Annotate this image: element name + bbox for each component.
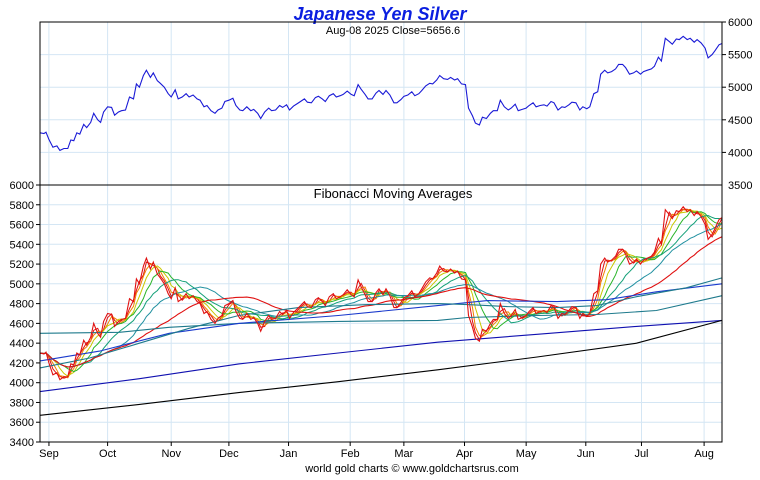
fib-slow-ma-line <box>39 319 723 393</box>
x-tick-label: Aug <box>694 448 714 460</box>
x-tick-label: Jul <box>634 448 648 460</box>
fib-slow-ma-line <box>39 283 723 362</box>
fib-fast-ma-line <box>39 209 723 377</box>
chart-title: Japanese Yen Silver <box>293 4 467 24</box>
lower-y-tick-label: 5200 <box>10 259 34 271</box>
x-tick-label: Mar <box>394 448 413 460</box>
fib-fast-ma-line <box>39 208 723 379</box>
price-line-lower <box>39 205 723 381</box>
x-tick-label: Dec <box>219 448 239 460</box>
fib-fast-ma-line <box>39 211 723 373</box>
upper-y-tick-label: 4500 <box>728 115 752 127</box>
lower-y-tick-label: 3400 <box>10 437 34 449</box>
price-line-upper <box>39 35 723 152</box>
x-tick-label: Sep <box>39 448 59 460</box>
upper-y-tick-label: 3500 <box>728 180 752 192</box>
upper-y-tick-label: 5000 <box>728 82 752 94</box>
fib-ma-line <box>39 236 723 368</box>
upper-y-tick-label: 4000 <box>728 147 752 159</box>
lower-y-tick-label: 4800 <box>10 299 34 311</box>
lower-y-tick-label: 5000 <box>10 279 34 291</box>
upper-y-tick-label: 5500 <box>728 50 752 62</box>
x-tick-label: Jun <box>577 448 595 460</box>
fib-fast-ma-line <box>39 214 723 368</box>
lower-y-tick-label: 3600 <box>10 417 34 429</box>
lower-y-tick-label: 4600 <box>10 318 34 330</box>
plot-frame <box>39 21 723 443</box>
x-tick-label: May <box>516 448 537 460</box>
lower-y-tick-label: 6000 <box>10 180 34 192</box>
lower-y-tick-label: 5400 <box>10 239 34 251</box>
grid-lines <box>40 21 722 443</box>
chart-subtitle: Aug-08 2025 Close=5656.6 <box>326 25 460 37</box>
x-tick-label: Feb <box>341 448 360 460</box>
x-tick-label: Nov <box>161 448 181 460</box>
lower-y-tick-label: 5600 <box>10 220 34 232</box>
fib-slow-ma-line <box>39 319 723 416</box>
lower-panel-title: Fibonacci Moving Averages <box>314 186 473 201</box>
footer-credit: world gold charts © www.goldchartsrus.co… <box>304 463 519 475</box>
x-tick-label: Oct <box>99 448 116 460</box>
fib-slow-ma-line <box>39 295 723 334</box>
x-tick-label: Apr <box>456 448 473 460</box>
x-tick-label: Jan <box>280 448 298 460</box>
lower-y-tick-label: 4200 <box>10 358 34 370</box>
lower-y-tick-label: 4400 <box>10 338 34 350</box>
fib-slow-ma-line <box>39 277 723 369</box>
lower-y-tick-label: 3800 <box>10 397 34 409</box>
lower-y-tick-label: 4000 <box>10 378 34 390</box>
upper-y-tick-label: 6000 <box>728 17 752 29</box>
lower-y-tick-label: 5800 <box>10 200 34 212</box>
